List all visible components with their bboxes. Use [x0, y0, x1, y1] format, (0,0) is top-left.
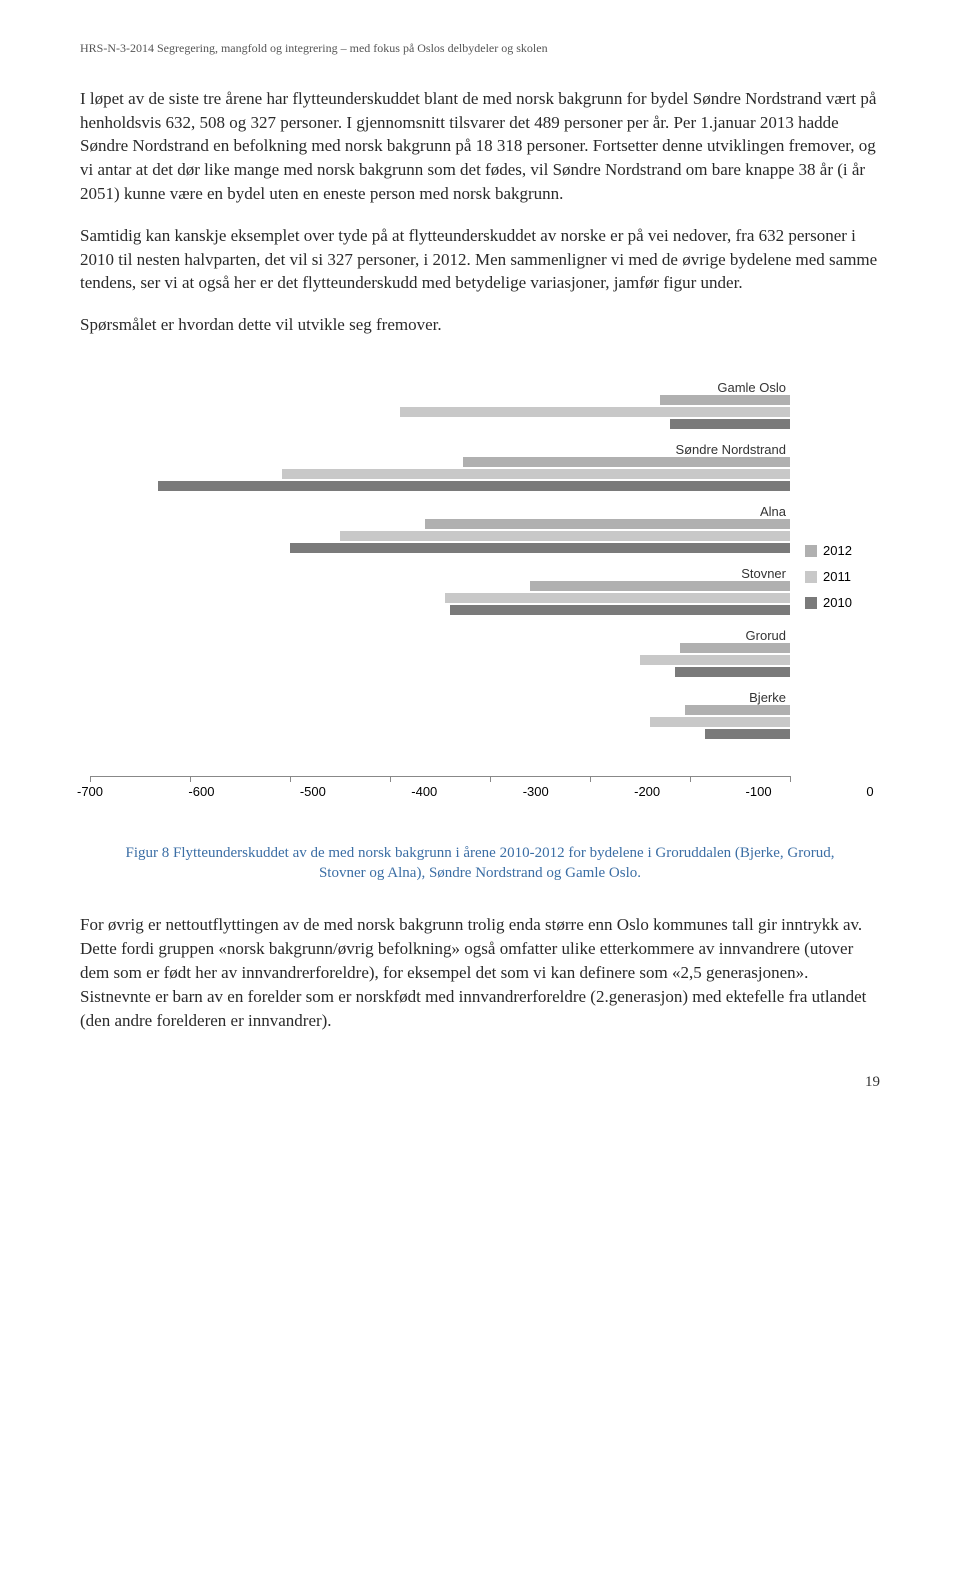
chart-bar — [660, 395, 790, 405]
legend-label: 2012 — [823, 542, 852, 560]
legend-label: 2010 — [823, 594, 852, 612]
paragraph-2: Samtidig kan kanskje eksemplet over tyde… — [80, 224, 880, 295]
chart-bar — [670, 419, 790, 429]
figure-caption: Figur 8 Flytteunderskuddet av de med nor… — [120, 843, 840, 884]
chart-bar — [400, 407, 790, 417]
chart-row: Søndre Nordstrand — [90, 457, 790, 491]
chart-bar — [282, 469, 790, 479]
chart-bar — [650, 717, 790, 727]
chart-bar — [705, 729, 790, 739]
chart-bar — [158, 481, 790, 491]
document-header: HRS-N-3-2014 Segregering, mangfold og in… — [80, 40, 880, 57]
chart-row: Bjerke — [90, 705, 790, 739]
chart-bar — [530, 581, 790, 591]
chart-bar — [425, 519, 790, 529]
legend-swatch — [805, 545, 817, 557]
chart-bar — [463, 457, 790, 467]
legend-item: 2012 — [805, 542, 870, 560]
paragraph-1: I løpet av de siste tre årene har flytte… — [80, 87, 880, 206]
chart-bar — [675, 667, 790, 677]
chart-bar — [290, 543, 790, 553]
figure-8-chart: Gamle Oslo Søndre Nordstrand Alna Stovner Gr… — [80, 367, 880, 813]
chart-legend: 2012 2011 2010 — [790, 377, 870, 777]
paragraph-4: For øvrig er nettoutflyttingen av de med… — [80, 913, 880, 1032]
chart-bar — [445, 593, 790, 603]
page-number: 19 — [80, 1072, 880, 1093]
chart-row: Gamle Oslo — [90, 395, 790, 429]
chart-bar — [640, 655, 790, 665]
chart-bar — [685, 705, 790, 715]
chart-row: Alna — [90, 519, 790, 553]
chart-plot-area: Gamle Oslo Søndre Nordstrand Alna Stovner Gr… — [90, 377, 790, 777]
chart-bar — [680, 643, 790, 653]
paragraph-3: Spørsmålet er hvordan dette vil utvikle … — [80, 313, 880, 337]
chart-x-axis: -700-600-500-400-300-200-1000 — [90, 783, 870, 803]
legend-swatch — [805, 571, 817, 583]
chart-row: Stovner — [90, 581, 790, 615]
legend-item: 2010 — [805, 594, 870, 612]
chart-bar — [450, 605, 790, 615]
chart-bar — [340, 531, 790, 541]
legend-item: 2011 — [805, 568, 870, 586]
chart-row: Grorud — [90, 643, 790, 677]
legend-swatch — [805, 597, 817, 609]
legend-label: 2011 — [823, 568, 851, 586]
